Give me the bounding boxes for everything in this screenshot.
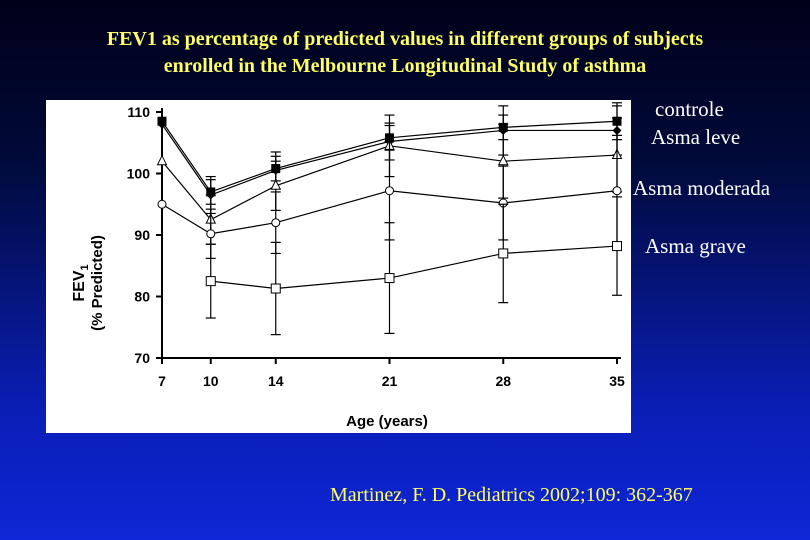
y-axis-label-unit: (% Predicted)	[89, 235, 106, 331]
series-line	[210, 245, 618, 290]
x-tick-label: 28	[495, 373, 511, 389]
data-point-open-circle	[271, 218, 281, 228]
x-tick-label: 10	[203, 373, 219, 389]
data-point-open-square	[612, 241, 622, 252]
tick-labels: 70 80 90 100 110 7 10 14 21 28 35	[127, 104, 625, 389]
data-point-filled-diamond	[157, 119, 167, 129]
data-point-open-triangle	[270, 179, 282, 190]
x-tick-label: 21	[382, 373, 398, 389]
data-point-open-square	[205, 276, 216, 287]
x-tick-label: 35	[609, 373, 625, 389]
slide-title-line-2: enrolled in the Melbourne Longitudinal S…	[163, 55, 647, 77]
y-tick-label: 100	[127, 166, 151, 182]
svg-text:FEV1: FEV1	[71, 264, 91, 301]
legend-label-asma-grave: Asma grave	[645, 234, 746, 258]
x-tick-label: 7	[158, 373, 166, 389]
y-tick-label: 80	[134, 289, 150, 305]
y-axis-label-subscript: 1	[79, 264, 91, 270]
data-point-open-triangle	[156, 154, 168, 166]
x-tick-label: 14	[268, 373, 284, 389]
data-point-open-circle	[612, 186, 622, 196]
data-point-open-triangle	[497, 154, 509, 166]
chart-panel: 70 80 90 100 110 7 10 14 21 28 35 Age (years) FEV1…	[46, 100, 631, 433]
series-4	[205, 196, 622, 336]
legend-label-asma-moderada: Asma moderada	[633, 176, 771, 200]
y-axis-label-main: FEV	[71, 270, 88, 301]
data-point-open-square	[498, 248, 509, 259]
series-line	[161, 123, 617, 196]
y-tick-label: 110	[127, 104, 150, 120]
y-tick-label: 70	[134, 350, 150, 366]
series-line	[161, 145, 618, 221]
legend-label-asma-leve: Asma leve	[651, 125, 741, 149]
x-axis-label: Age (years)	[346, 413, 428, 430]
series-group	[156, 102, 623, 336]
series-line	[161, 190, 618, 235]
axes	[156, 108, 621, 364]
series-line	[161, 120, 618, 193]
data-point-open-square	[270, 283, 281, 294]
data-point-open-circle	[157, 199, 167, 209]
citation: Martinez, F. D. Pediatrics 2002;109: 362…	[330, 484, 693, 506]
line-chart: 70 80 90 100 110 7 10 14 21 28 35 Age (years) FEV1…	[71, 102, 625, 430]
y-axis-label: FEV1 (% Predicted)	[71, 235, 106, 331]
data-point-open-circle	[206, 229, 216, 239]
legend-label-controle: controle	[655, 97, 724, 121]
data-point-open-circle	[385, 186, 394, 196]
slide-title: FEV1 as percentage of predicted values i…	[20, 26, 790, 80]
data-point-open-square	[384, 273, 395, 284]
y-tick-label: 90	[134, 227, 150, 243]
slide-title-line-1: FEV1 as percentage of predicted values i…	[106, 28, 704, 50]
